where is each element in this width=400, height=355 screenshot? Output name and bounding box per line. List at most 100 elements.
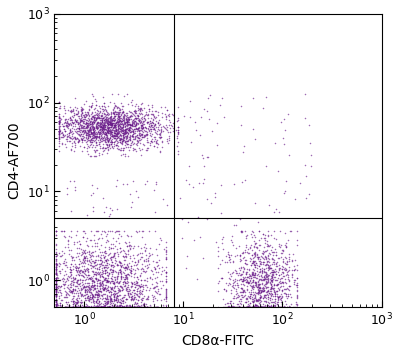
Point [291,267,298,273]
Point [111,252,118,258]
Point [108,300,114,306]
Point [95,304,101,310]
Point [90,285,96,290]
Point [61,105,68,111]
Point [254,272,260,278]
Point [162,304,169,310]
Point [86,295,92,301]
Point [151,285,158,291]
Point [161,267,168,273]
Point [130,145,137,151]
Point [114,293,121,299]
Point [152,265,158,271]
Point [65,120,71,125]
Point [53,304,60,310]
Point [121,115,128,121]
Point [83,111,89,117]
Point [145,119,151,125]
Point [94,282,100,287]
Point [107,266,114,272]
Point [130,131,136,137]
Point [86,275,92,281]
Point [139,127,145,132]
Point [250,285,256,290]
Point [260,274,267,279]
Point [103,117,110,123]
Point [112,128,119,133]
Point [262,277,269,282]
Point [136,135,142,141]
Point [91,124,97,130]
Point [126,302,133,308]
Point [256,237,262,242]
Point [84,304,91,310]
Point [105,135,111,141]
Point [259,287,265,293]
Point [71,277,78,282]
Point [281,190,287,196]
Point [70,274,76,279]
Point [58,292,64,298]
Point [98,113,104,119]
Point [75,278,81,283]
Point [107,304,114,310]
Point [110,125,116,131]
Point [144,304,151,310]
Point [70,298,77,304]
Point [222,288,229,294]
Point [128,140,134,146]
Point [102,126,108,132]
Point [253,260,260,266]
Point [102,275,108,281]
Point [243,296,250,302]
Point [80,229,86,234]
Point [256,283,262,288]
Point [262,275,268,280]
Point [109,131,116,137]
Point [126,122,133,128]
Point [138,277,144,283]
Point [97,304,104,310]
Point [93,304,99,310]
Point [132,267,138,273]
Point [157,135,164,141]
Point [100,304,106,310]
Point [103,130,110,136]
Point [121,304,127,310]
Point [219,240,226,246]
Point [238,294,245,300]
Point [89,144,95,150]
Point [110,235,116,241]
Point [250,279,256,285]
Point [76,115,82,121]
Point [116,114,122,120]
Point [79,106,86,112]
Point [241,304,247,310]
Point [86,250,92,255]
Point [137,257,144,262]
Point [128,304,135,310]
Point [54,262,60,268]
Point [85,122,92,128]
Point [126,286,132,291]
Point [252,252,258,257]
Point [108,127,114,133]
Point [135,285,141,290]
Point [272,298,278,304]
Point [150,285,157,290]
Point [120,136,127,141]
Point [96,301,103,307]
Point [269,244,275,250]
Point [220,297,226,302]
Point [276,304,283,310]
Point [104,278,110,284]
Point [92,286,98,292]
Point [286,304,293,310]
Point [87,304,94,310]
Point [109,302,116,308]
Point [139,254,145,260]
Point [112,109,118,115]
Point [133,262,140,268]
Point [236,265,243,271]
Point [138,107,145,113]
